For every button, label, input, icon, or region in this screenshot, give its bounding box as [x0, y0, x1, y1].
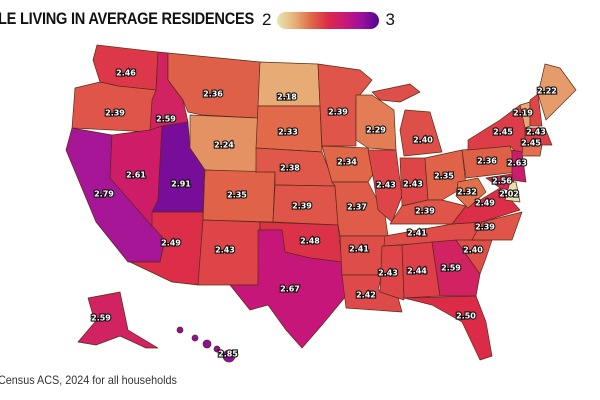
value-label-nc: 2.39: [475, 223, 495, 232]
value-label-ny: 2.45: [493, 128, 513, 137]
state-me: [537, 63, 577, 121]
state-nj: [511, 149, 527, 183]
value-label-sc: 2.40: [463, 246, 483, 255]
value-label-or: 2.39: [105, 109, 125, 118]
value-label-pa: 2.36: [477, 157, 497, 166]
value-label-wv: 2.32: [457, 188, 477, 197]
state-hi-island: [213, 345, 221, 353]
value-label-ok: 2.48: [300, 237, 320, 246]
state-oh: [424, 149, 467, 201]
value-label-ky: 2.39: [415, 207, 435, 216]
value-label-mn: 2.39: [328, 108, 348, 117]
state-ia: [321, 145, 377, 183]
value-label-az: 2.49: [161, 239, 181, 248]
state-or: [71, 81, 157, 133]
value-label-wa: 2.46: [116, 69, 136, 78]
value-label-wi: 2.29: [366, 126, 386, 135]
value-label-de: 2.02: [499, 190, 519, 199]
value-label-vt: 2.19: [513, 109, 533, 118]
value-label-ne: 2.38: [280, 164, 300, 173]
value-label-in: 2.43: [403, 180, 423, 189]
value-label-tx: 2.67: [280, 285, 300, 294]
state-ut: [151, 121, 206, 213]
value-label-nh: 2.43: [526, 128, 546, 137]
value-label-nd: 2.18: [277, 93, 297, 102]
state-hi-island: [191, 334, 199, 342]
state-tx: [229, 229, 347, 349]
value-label-ks: 2.39: [292, 202, 312, 211]
value-label-ms: 2.43: [378, 269, 398, 278]
state-ct: [521, 144, 543, 157]
value-label-ga: 2.59: [441, 264, 461, 273]
legend-gradient-bar: [277, 11, 380, 29]
state-nc: [471, 211, 523, 241]
value-label-mt: 2.36: [203, 90, 223, 99]
color-legend: 2 3: [262, 10, 395, 30]
value-label-ma: 2.45: [521, 139, 541, 148]
value-label-il: 2.43: [376, 181, 396, 190]
value-label-nm: 2.43: [215, 246, 235, 255]
value-label-ia: 2.34: [337, 158, 357, 167]
value-label-id: 2.59: [156, 115, 176, 124]
value-label-me: 2.22: [537, 87, 557, 96]
state-de: [504, 181, 521, 203]
state-az: [129, 211, 204, 286]
state-ms: [379, 244, 405, 301]
value-label-ut: 2.91: [171, 180, 191, 189]
value-label-md: 2.56: [492, 177, 512, 186]
value-label-al: 2.44: [407, 267, 427, 276]
value-label-la: 2.42: [356, 291, 376, 300]
value-label-mi: 2.40: [413, 136, 433, 145]
map-title: LE LIVING IN AVERAGE RESIDENCES: [0, 9, 255, 28]
state-hi-island: [222, 349, 236, 363]
value-label-oh: 2.35: [434, 172, 454, 181]
legend-min-label: 2: [262, 10, 272, 29]
state-wv: [455, 177, 487, 209]
value-label-ak: 2.59: [91, 314, 111, 323]
value-label-wy: 2.24: [214, 141, 234, 150]
value-label-tn: 2.41: [407, 229, 427, 238]
source-note: Census ACS, 2024 for all households: [0, 373, 177, 387]
state-mi: [371, 83, 421, 103]
state-ak: [77, 291, 159, 349]
value-label-fl: 2.50: [456, 312, 476, 321]
state-mi: [399, 109, 443, 157]
state-hi-island: [202, 339, 212, 349]
value-label-ca: 2.79: [94, 190, 114, 199]
value-label-mo: 2.37: [347, 203, 367, 212]
state-nh: [529, 93, 543, 127]
value-label-ar: 2.41: [349, 245, 369, 254]
state-ga: [431, 239, 481, 297]
state-fl: [403, 295, 493, 361]
value-label-sd: 2.33: [278, 128, 298, 137]
value-label-co: 2.35: [227, 191, 247, 200]
state-hi-island: [176, 326, 184, 334]
state-wi: [355, 94, 397, 151]
value-label-va: 2.49: [475, 199, 495, 208]
value-label-hi: 2.85: [218, 350, 238, 359]
state-ma: [524, 127, 553, 146]
value-label-nj: 2.63: [507, 159, 527, 168]
value-label-nv: 2.61: [126, 171, 146, 180]
legend-max-label: 3: [385, 10, 395, 29]
